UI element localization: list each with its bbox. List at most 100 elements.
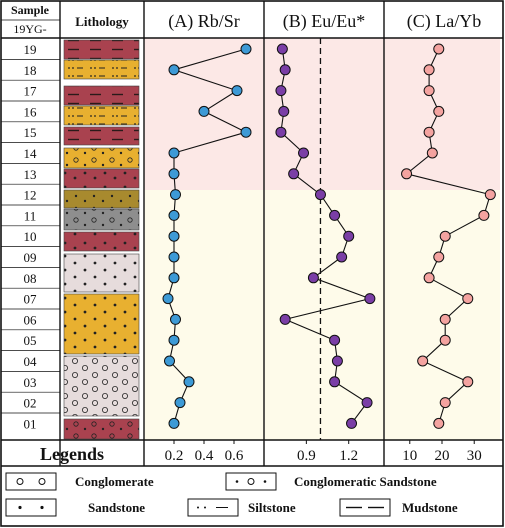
panel-b-eu	[275, 38, 376, 440]
eu-point-07	[364, 293, 376, 305]
lower-zone-background	[144, 190, 500, 440]
la-point-15	[423, 126, 435, 138]
upper-zone-background	[144, 38, 500, 190]
legend-conglomerate: Conglomerate	[5, 472, 154, 491]
rb-tick-label: 0.2	[165, 448, 184, 464]
la-point-04	[417, 355, 429, 367]
legend-conglomerate-swatch	[5, 472, 57, 491]
sample-number-15: 15	[24, 125, 37, 140]
header-lithology: Lithology	[75, 14, 129, 29]
rb-point-07	[162, 293, 174, 305]
la-tick-label: 20	[435, 448, 450, 464]
rb-point-04	[164, 355, 175, 367]
panel-c-la-yb	[401, 43, 496, 429]
eu-point-17	[275, 85, 287, 97]
la-point-10	[439, 230, 451, 242]
lithology-column	[63, 39, 140, 440]
legend-conglomeratic-sandstone-swatch	[225, 472, 277, 491]
la-point-01	[433, 417, 445, 429]
legend-mudstone-label: Mudstone	[402, 500, 458, 515]
litho-13	[63, 168, 140, 189]
header-panel-c: (C) La/Yb	[407, 11, 481, 32]
la-point-14	[426, 147, 438, 159]
rb-point-09	[168, 251, 180, 263]
sample-number-07: 07	[24, 292, 38, 307]
eu-point-03	[329, 376, 341, 388]
sample-number-08: 08	[24, 271, 37, 286]
litho-18	[63, 59, 140, 80]
legend-siltstone-label: Siltstone	[248, 500, 296, 515]
litho-17	[63, 85, 140, 106]
la-point-09	[433, 251, 445, 263]
legend-mudstone: Mudstone	[339, 498, 458, 517]
litho-15	[63, 126, 140, 146]
header-sample: Sample	[11, 3, 50, 17]
sample-number-11: 11	[24, 208, 37, 223]
litho-09-08	[63, 253, 140, 293]
la-point-06	[439, 313, 451, 325]
legend-conglomerate-label: Conglomerate	[75, 474, 154, 489]
litho-07-05	[63, 293, 140, 355]
la-tick-label: 10	[402, 448, 417, 464]
rb-point-01	[168, 417, 180, 429]
eu-point-08	[307, 272, 319, 284]
la-point-19	[433, 43, 445, 55]
legend-mudstone-swatch	[339, 498, 391, 517]
sample-number-12: 12	[24, 188, 37, 203]
legend-siltstone: Siltstone	[187, 498, 296, 517]
eu-point-10	[343, 230, 355, 242]
la-point-18	[423, 64, 435, 76]
rb-point-16	[198, 105, 210, 117]
rb-point-10	[168, 230, 180, 242]
eu-point-11	[329, 209, 341, 221]
la-point-02	[439, 397, 451, 409]
legend-title: Legends	[40, 444, 104, 464]
litho-16	[63, 105, 140, 126]
sample-number-14: 14	[24, 146, 38, 161]
litho-01	[63, 418, 140, 440]
rb-point-13	[168, 168, 180, 180]
rb-point-11	[168, 209, 180, 221]
la-point-16	[433, 105, 445, 117]
sample-number-19: 19	[24, 42, 37, 57]
rb-point-14	[168, 147, 180, 159]
legend-conglomeratic-sandstone: Conglomeratic Sandstone	[225, 472, 437, 491]
sample-number-05: 05	[24, 333, 37, 348]
sample-number-16: 16	[24, 104, 38, 119]
litho-19	[63, 39, 140, 60]
rb-point-18	[168, 64, 180, 76]
la-point-05	[439, 334, 451, 346]
rb-point-03	[183, 376, 195, 388]
la-point-17	[423, 85, 435, 97]
rb-point-02	[174, 397, 186, 409]
rb-point-17	[231, 85, 243, 97]
sample-number-13: 13	[24, 167, 37, 182]
eu-point-12	[314, 189, 326, 201]
sample-number-04: 04	[24, 354, 38, 369]
eu-point-04	[331, 355, 343, 367]
rb-point-08	[168, 272, 180, 284]
sample-number-01: 01	[24, 416, 37, 431]
litho-14	[63, 147, 140, 169]
legend-sandstone-label: Sandstone	[88, 500, 145, 515]
la-point-03	[462, 376, 474, 388]
rb-point-12	[170, 189, 181, 201]
sample-number-18: 18	[24, 63, 37, 78]
rb-point-15	[240, 126, 252, 138]
sample-number-17: 17	[24, 84, 38, 99]
eu-point-05	[329, 334, 341, 346]
la-point-07	[462, 293, 474, 305]
eu-point-13	[288, 168, 300, 180]
legend-siltstone-swatch	[187, 498, 239, 517]
eu-point-15	[275, 126, 287, 138]
la-point-12	[484, 189, 496, 201]
legend-conglomeratic-sandstone-label: Conglomeratic Sandstone	[294, 474, 437, 489]
la-tick-label: 30	[467, 448, 482, 464]
eu-point-02	[361, 397, 373, 409]
rb-point-06	[170, 313, 181, 325]
sample-number-09: 09	[24, 250, 37, 265]
litho-11	[63, 208, 140, 231]
